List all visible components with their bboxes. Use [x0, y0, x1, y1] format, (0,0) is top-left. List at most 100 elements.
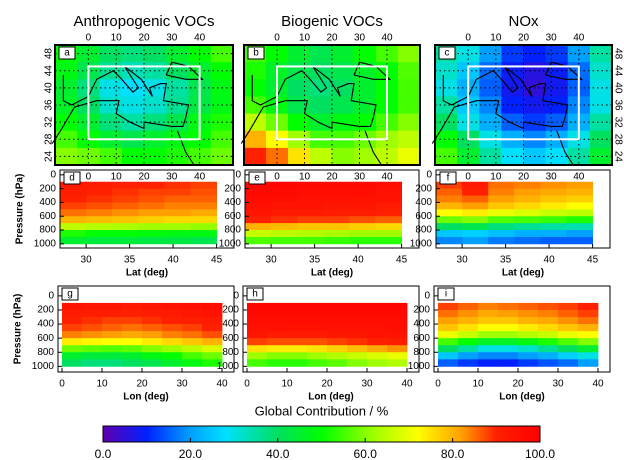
- heat-cell: [287, 359, 308, 367]
- y-tick-label: 400: [39, 197, 56, 208]
- y-tick-label: 800: [222, 347, 239, 358]
- heat-cell: [202, 345, 223, 353]
- x-tick-label: 0: [435, 379, 441, 390]
- heat-cell: [514, 181, 541, 190]
- y-tick-label: 1000: [408, 361, 431, 372]
- panel-label-box: [63, 171, 81, 185]
- heat-cell: [578, 317, 599, 325]
- heat-cell: [458, 302, 479, 311]
- heat-cell: [297, 181, 324, 190]
- x-tick-label: 30: [361, 379, 373, 390]
- heat-cell: [558, 338, 579, 346]
- heat-cell: [164, 230, 191, 238]
- y-tick-label: 24: [612, 151, 623, 163]
- heat-cell: [435, 79, 458, 97]
- heat-cell: [202, 359, 223, 367]
- heat-cell: [589, 45, 613, 63]
- heat-cell: [436, 195, 463, 203]
- heat-cell: [267, 338, 288, 346]
- heat-cell: [55, 147, 78, 166]
- panel-label: a: [64, 48, 70, 59]
- heat-cell: [349, 216, 376, 224]
- heat-cell: [518, 345, 539, 353]
- y-tick-label: 24: [44, 150, 55, 162]
- y-tick-label: 1000: [32, 361, 55, 372]
- heat-cell: [142, 352, 163, 360]
- heat-cell: [138, 181, 165, 190]
- heat-cell: [142, 309, 163, 318]
- x-tick-label: 40: [353, 255, 365, 266]
- heat-cell: [82, 309, 103, 318]
- y-tick-label: 28: [612, 134, 623, 146]
- heat-cell: [498, 352, 519, 360]
- heat-cell: [478, 309, 499, 318]
- heat-cell: [566, 223, 593, 231]
- panel-title: Biogenic VOCs: [281, 13, 383, 30]
- heat-cell: [182, 317, 203, 325]
- x-tick-label: 40: [216, 379, 228, 390]
- heat-cell: [457, 147, 480, 166]
- heat-cell: [540, 223, 567, 231]
- heat-cell: [102, 345, 123, 353]
- heat-cell: [514, 230, 541, 238]
- heat-cell: [387, 345, 408, 353]
- panel-label: c: [445, 48, 450, 59]
- heat-cell: [60, 181, 87, 190]
- heat-cell: [566, 209, 593, 217]
- x-tick-label: 35: [309, 255, 321, 266]
- heat-cell: [540, 202, 567, 210]
- heat-cell: [558, 345, 579, 353]
- heat-cell: [566, 202, 593, 210]
- heat-cell: [327, 317, 348, 325]
- heat-cell: [307, 324, 328, 332]
- heat-cell: [458, 359, 479, 367]
- heat-cell: [387, 352, 408, 360]
- heat-cell: [538, 338, 559, 346]
- panel-title: NOx: [509, 13, 540, 30]
- heat-cell: [202, 324, 223, 332]
- heat-cell: [142, 317, 163, 325]
- x-tick-label: 0: [86, 172, 92, 183]
- coastline: [176, 130, 195, 166]
- heat-cell: [77, 45, 100, 63]
- heat-cell: [271, 236, 298, 245]
- heat-cell: [518, 309, 539, 318]
- heat-cell: [438, 302, 459, 311]
- heat-cell: [287, 309, 308, 318]
- y-tick-label: 200: [413, 305, 430, 316]
- heat-cell: [102, 352, 123, 360]
- heat-cell: [354, 147, 377, 166]
- heat-cell: [458, 345, 479, 353]
- heat-cell: [323, 188, 350, 196]
- frame: [435, 169, 611, 249]
- heat-cell: [349, 223, 376, 231]
- heat-cell: [190, 216, 217, 224]
- x-tick-label: 0: [465, 172, 471, 183]
- heat-cell: [518, 331, 539, 339]
- heat-cell: [462, 209, 489, 217]
- panel-label: d: [69, 173, 75, 184]
- heat-cell: [247, 331, 268, 339]
- heat-cell: [288, 79, 311, 97]
- heat-cell: [142, 331, 163, 339]
- panel-label-box: [438, 46, 456, 60]
- y-tick-label: 48: [612, 48, 623, 60]
- heat-cell: [347, 317, 368, 325]
- y-tick-label: 48: [44, 48, 55, 60]
- x-tick-label: 30: [176, 379, 188, 390]
- heat-cell: [267, 345, 288, 353]
- heat-cell: [162, 302, 183, 311]
- heat-cell: [55, 96, 78, 114]
- heat-cell: [349, 195, 376, 203]
- heat-cell: [538, 352, 559, 360]
- heat-cell: [478, 359, 499, 367]
- heat-cell: [462, 202, 489, 210]
- heat-cell: [247, 317, 268, 325]
- x-tick-label: 0: [274, 172, 280, 183]
- x-tick-label-top: 30: [546, 33, 558, 44]
- heat-cell: [202, 317, 223, 325]
- heat-cell: [558, 331, 579, 339]
- heat-cell: [349, 209, 376, 217]
- heat-cell: [86, 209, 113, 217]
- heat-cell: [498, 302, 519, 311]
